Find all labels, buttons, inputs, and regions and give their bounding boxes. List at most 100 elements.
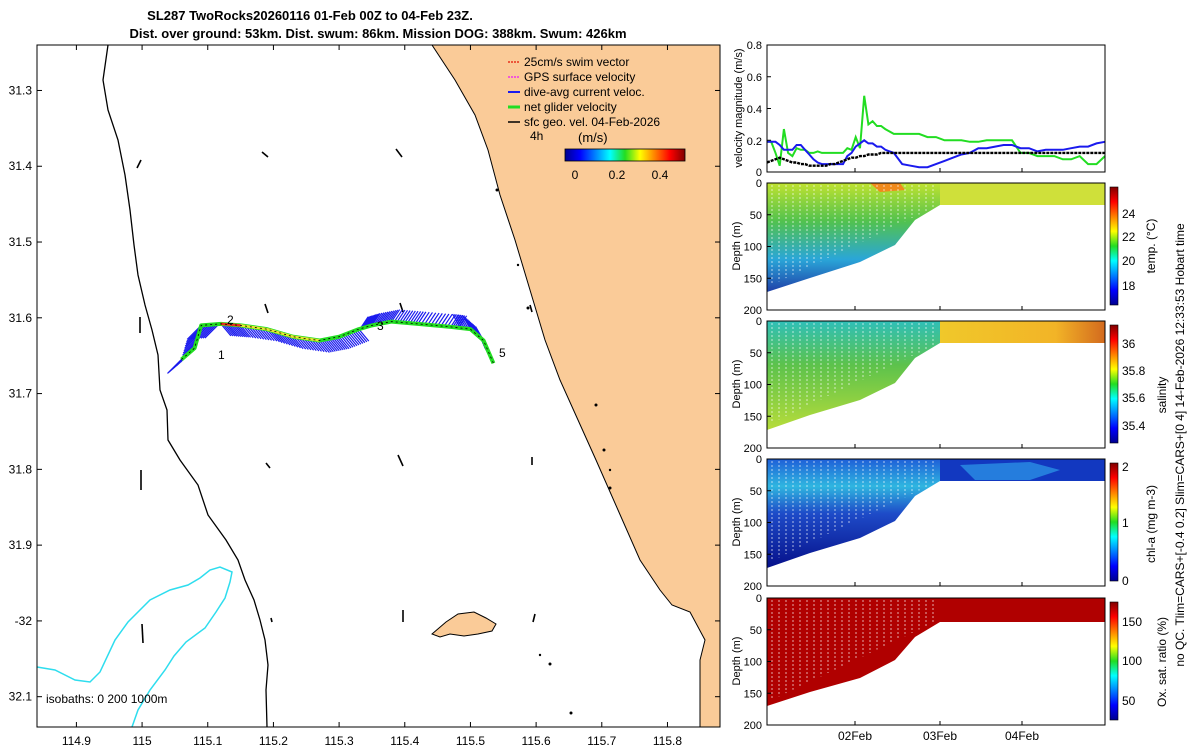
sal-field	[767, 321, 1105, 430]
oxy-field	[767, 598, 1105, 706]
temp-cast-lines	[771, 185, 934, 285]
island	[431, 611, 497, 638]
dive-avg-vector	[202, 323, 218, 339]
depth-axes: 0 50 100 150 200 Depth (m) 0 50 100 150 200 Depth (…	[731, 168, 1023, 732]
map-x-axis: 114.9 115 115.1 115.2 115.3 115.4 115.5 115.6 11…	[62, 45, 682, 748]
figure-title-line1: SL287 TwoRocks20260116 01-Feb 00Z to 04-…	[147, 8, 473, 23]
depth-tick-label: 150	[744, 549, 762, 561]
depth-tick-label: 0	[756, 454, 762, 466]
map-ytick-label: 32.1	[9, 690, 33, 704]
depth-tick-label: 200	[744, 581, 762, 593]
dive-avg-vector	[396, 309, 406, 323]
xtick-04feb: 04Feb	[1005, 729, 1039, 743]
velocity-frame	[766, 44, 1106, 173]
chl-ctick-2: 2	[1122, 460, 1129, 474]
map-legend: 25cm/s swim vector GPS surface velocity …	[508, 55, 686, 182]
depth-tick-label: 50	[750, 625, 762, 637]
temp-ctick-18: 18	[1122, 279, 1136, 293]
map-xtick-label: 115.5	[456, 734, 485, 748]
dive-avg-vector	[423, 312, 433, 325]
velocity-series-line	[767, 139, 1106, 169]
map-ytick-label: 31.9	[9, 538, 33, 552]
dive-avg-vector	[320, 339, 332, 353]
depth-tick-label: 50	[750, 486, 762, 498]
dive-avg-vector	[198, 324, 214, 339]
depth-axis-label: Depth (m)	[731, 637, 743, 686]
dive-avg-vector	[430, 312, 440, 326]
speed-colorbar	[564, 148, 686, 162]
isobath-1000m	[36, 566, 233, 728]
velocity-panel: 0 0.2 0.4 0.6 0.8 velocity magnitude (m/…	[733, 40, 1106, 179]
temperature-panel: 18 20 22 24 temp. (°C)	[766, 182, 1158, 311]
map-xtick-label: 115.1	[193, 734, 222, 748]
depth-tick-label: 200	[744, 443, 762, 455]
dive-avg-vector	[352, 331, 364, 344]
dive-avg-vector	[334, 337, 346, 350]
dive-avg-vector	[459, 314, 469, 330]
depth-tick-label: 150	[744, 411, 762, 423]
dive-avg-vector	[330, 337, 342, 351]
dive-avg-vector	[326, 338, 338, 352]
depth-axis-label: Depth (m)	[731, 360, 743, 409]
track-label-2: 2	[227, 313, 234, 327]
sfc-geo-arrows	[136, 148, 536, 644]
track-label-1: 1	[218, 348, 225, 362]
sal-ctick-356: 35.6	[1122, 391, 1146, 405]
dive-avg-vector	[406, 310, 416, 324]
dive-avg-vector	[437, 313, 447, 327]
legend-net: net glider velocity	[524, 100, 617, 114]
depth-tick-label: 200	[744, 720, 762, 732]
vel-ytick-08: 0.8	[747, 40, 762, 52]
dive-avg-vector	[404, 310, 414, 324]
colorbar-tick-0: 0	[572, 168, 579, 182]
oxy-ctick-50: 50	[1122, 694, 1136, 708]
depth-axis-label: Depth (m)	[731, 222, 743, 271]
map-y-axis: 31.3 31.4 31.5 31.6 31.7 31.8 31.9 -32 32.1	[9, 83, 720, 704]
dive-avg-vector	[433, 313, 443, 326]
depth-tick-label: 100	[744, 242, 762, 254]
legend-swim: 25cm/s swim vector	[524, 55, 629, 69]
map-ytick-label: -32	[15, 614, 33, 628]
velocity-lines	[766, 44, 1106, 173]
map-xtick-label: 115.3	[325, 734, 354, 748]
vel-ytick-06: 0.6	[747, 72, 762, 84]
legend-geo: sfc geo. vel. 04-Feb-2026	[524, 115, 660, 129]
depth-tick-label: 0	[756, 593, 762, 605]
depth-tick-label: 100	[744, 518, 762, 530]
legend-4h: 4h	[530, 129, 543, 143]
dive-avg-vector	[324, 339, 336, 352]
colorbar-tick-02: 0.2	[609, 168, 626, 182]
oxy-cast-lines	[771, 600, 934, 700]
glider-track-layer	[167, 309, 496, 374]
oxygen-panel: 50 100 150 Ox. sat. ratio (%) 02Feb 03Fe…	[766, 597, 1169, 743]
temp-clabel: temp. (°C)	[1144, 219, 1158, 274]
dive-avg-vector	[318, 340, 330, 353]
temp-ctick-22: 22	[1122, 230, 1136, 244]
oxy-ctick-150: 150	[1122, 615, 1142, 629]
isobath-200m	[102, 44, 269, 728]
map-xtick-label: 115.8	[653, 734, 682, 748]
temp-warm-patch	[870, 183, 905, 192]
side-label: no QC. Tlim=CARS+[-0.4 0.2] Slim=CARS+[0…	[1173, 223, 1187, 667]
dive-avg-vector	[454, 313, 464, 329]
map-ytick-label: 31.7	[9, 387, 33, 401]
dive-avg-vector	[393, 309, 403, 323]
chl-clabel: chl-a (mg m-3)	[1144, 485, 1158, 563]
map-xtick-label: 115.7	[587, 734, 616, 748]
map-ytick-label: 31.4	[9, 159, 33, 173]
depth-tick-label: 50	[750, 210, 762, 222]
dive-avg-vector	[409, 310, 419, 324]
dive-avg-vector	[452, 313, 462, 329]
dive-avg-vector	[336, 336, 348, 350]
dive-avg-vector	[401, 310, 411, 323]
dive-avg-vector	[417, 311, 427, 325]
temp-surface-layer	[940, 183, 1105, 205]
track-map	[36, 44, 721, 728]
track-label-3: 3	[377, 319, 384, 333]
xtick-03feb: 03Feb	[923, 729, 957, 743]
dive-avg-vector	[340, 335, 352, 349]
sal-clabel: salinity	[1155, 377, 1169, 414]
islets	[495, 188, 612, 715]
coastline-land	[431, 44, 721, 728]
